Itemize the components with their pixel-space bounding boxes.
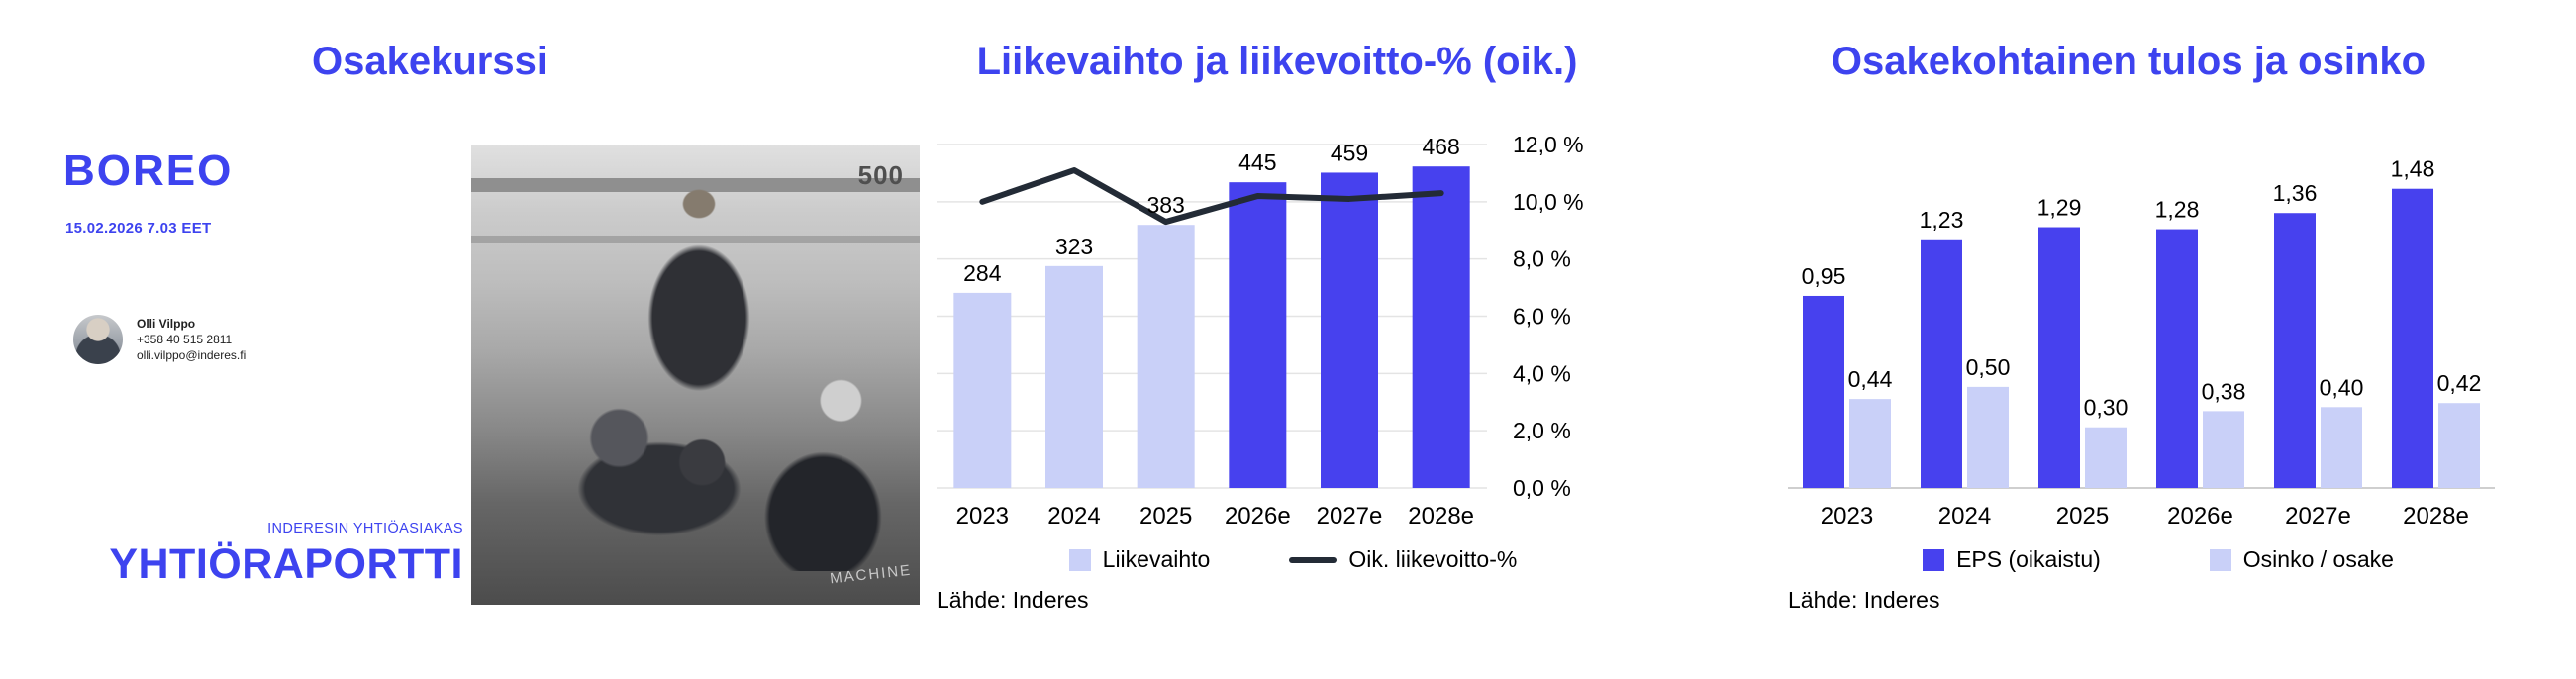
svg-text:2,0 %: 2,0 % xyxy=(1513,418,1571,443)
svg-text:12,0 %: 12,0 % xyxy=(1513,132,1584,157)
legend-line-liikevoitto xyxy=(1289,556,1338,563)
svg-text:2025: 2025 xyxy=(2056,503,2109,530)
eps-chart-title: Osakekohtainen tulos ja osinko xyxy=(1831,40,2427,83)
svg-text:0,95: 0,95 xyxy=(1802,263,1846,289)
legend-label-eps: EPS (oikaistu) xyxy=(1956,546,2101,572)
analyst-phone: +358 40 515 2811 xyxy=(137,333,233,346)
svg-text:0,42: 0,42 xyxy=(2437,370,2482,396)
eps-dividend-chart: 0,95 1,23 1,29 1,28 1,36 1,48 0,44 0,50 0,30 0,38… xyxy=(1788,156,2495,530)
legend-item-liikevaihto: Liikevaihto xyxy=(1068,546,1211,573)
svg-text:2023: 2023 xyxy=(956,503,1009,530)
photo-shelf-number: 500 xyxy=(857,160,904,190)
eps-chart-legend: EPS (oikaistu) Osinko / osake xyxy=(1782,546,2534,573)
revenue-chart-source: Lähde: Inderes xyxy=(937,587,1089,613)
svg-text:0,44: 0,44 xyxy=(1848,366,1893,392)
svg-text:10,0 %: 10,0 % xyxy=(1513,189,1584,215)
svg-text:0,38: 0,38 xyxy=(2202,378,2246,404)
legend-label-osinko: Osinko / osake xyxy=(2242,546,2394,572)
svg-text:2028e: 2028e xyxy=(1408,503,1474,530)
legend-swatch-osinko xyxy=(2209,548,2231,571)
revenue-ebit-chart: 12,0 % 10,0 % 8,0 % 6,0 % 4,0 % 2,0 % 0,0 % 284… xyxy=(937,132,1584,530)
analyst-name: Olli Vilppo xyxy=(137,317,196,331)
svg-text:2028e: 2028e xyxy=(2403,503,2469,530)
legend-item-osinko: Osinko / osake xyxy=(2209,546,2394,573)
analyst-card: Olli Vilppo +358 40 515 2811 olli.vilppo… xyxy=(73,315,246,364)
svg-text:383: 383 xyxy=(1146,192,1184,218)
svg-text:445: 445 xyxy=(1238,149,1276,175)
svg-text:1,48: 1,48 xyxy=(2391,156,2435,182)
svg-text:4,0 %: 4,0 % xyxy=(1513,360,1571,386)
report-timestamp: 15.02.2026 7.03 EET xyxy=(65,220,212,237)
report-type-label: YHTIÖRAPORTTI xyxy=(109,540,463,588)
revenue-chart-title: Liikevaihto ja liikevoitto-% (oik.) xyxy=(976,40,1578,83)
workshop-photo: 500 MACHINE xyxy=(471,145,920,605)
svg-text:0,40: 0,40 xyxy=(2320,374,2364,400)
svg-text:2023: 2023 xyxy=(1821,503,1873,530)
legend-swatch-eps xyxy=(1923,548,1945,571)
svg-text:468: 468 xyxy=(1422,134,1459,159)
svg-text:459: 459 xyxy=(1331,140,1368,165)
legend-swatch-liikevaihto xyxy=(1068,548,1091,571)
engine-block xyxy=(526,353,793,541)
svg-text:0,0 %: 0,0 % xyxy=(1513,475,1571,501)
svg-text:1,23: 1,23 xyxy=(1920,207,1964,233)
svg-text:323: 323 xyxy=(1055,234,1093,259)
legend-label-liikevoitto: Oik. liikevoitto-% xyxy=(1348,546,1518,572)
svg-text:8,0 %: 8,0 % xyxy=(1513,246,1571,272)
inderes-client-badge: INDERESIN YHTIÖASIAKAS xyxy=(267,521,463,536)
legend-item-liikevoitto: Oik. liikevoitto-% xyxy=(1289,546,1517,573)
analyst-avatar xyxy=(73,315,123,364)
analyst-email: olli.vilppo@inderes.fi xyxy=(137,348,247,362)
svg-text:1,28: 1,28 xyxy=(2155,197,2200,223)
share-price-section-title: Osakekurssi xyxy=(312,40,547,83)
svg-text:2027e: 2027e xyxy=(2285,503,2351,530)
svg-text:2024: 2024 xyxy=(1047,503,1100,530)
legend-label-liikevaihto: Liikevaihto xyxy=(1102,546,1211,572)
eps-chart-source: Lähde: Inderes xyxy=(1788,587,1940,613)
svg-text:2024: 2024 xyxy=(1938,503,1991,530)
svg-text:0,30: 0,30 xyxy=(2084,395,2129,421)
svg-text:284: 284 xyxy=(963,260,1002,286)
svg-text:1,36: 1,36 xyxy=(2273,180,2318,206)
svg-text:0,50: 0,50 xyxy=(1966,354,2011,380)
svg-text:2025: 2025 xyxy=(1139,503,1192,530)
svg-text:2027e: 2027e xyxy=(1317,503,1383,530)
svg-text:1,29: 1,29 xyxy=(2037,195,2082,221)
legend-item-eps: EPS (oikaistu) xyxy=(1923,546,2101,573)
svg-text:6,0 %: 6,0 % xyxy=(1513,304,1571,330)
company-logo: BOREO xyxy=(63,146,234,195)
svg-text:2026e: 2026e xyxy=(2167,503,2233,530)
revenue-chart-legend: Liikevaihto Oik. liikevoitto-% xyxy=(927,546,1659,573)
svg-text:2026e: 2026e xyxy=(1225,503,1291,530)
analyst-info: Olli Vilppo +358 40 515 2811 olli.vilppo… xyxy=(137,317,246,362)
